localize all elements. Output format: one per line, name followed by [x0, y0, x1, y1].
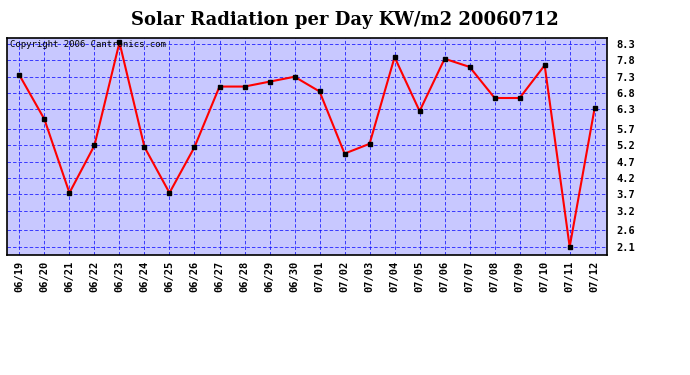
Text: Solar Radiation per Day KW/m2 20060712: Solar Radiation per Day KW/m2 20060712 [131, 11, 559, 29]
Text: Copyright 2006 Cantronics.com: Copyright 2006 Cantronics.com [10, 40, 166, 49]
